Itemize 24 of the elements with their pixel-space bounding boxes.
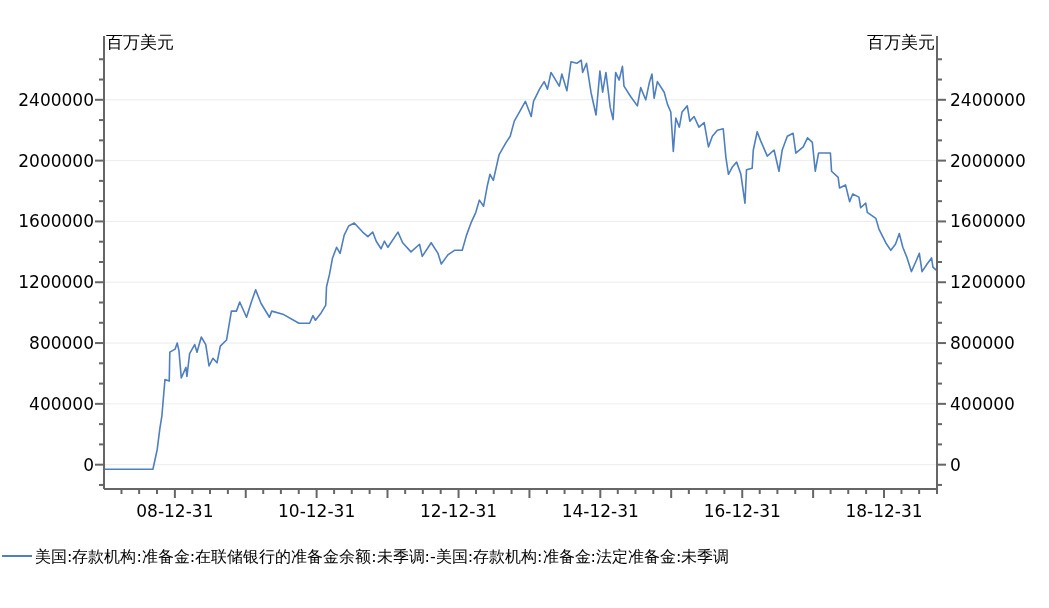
legend-label: 美国:存款机构:准备金:在联储银行的准备金余额:未季调:-美国:存款机构:准备金:法定准备金:未季调 [35, 546, 730, 566]
y2-tick-label: 400000 [950, 393, 1015, 414]
y-tick-label: 2400000 [18, 89, 94, 110]
x-tick-label: 08-12-31 [136, 501, 214, 521]
y-tick-label: 2000000 [18, 150, 94, 171]
x-tick-label: 18-12-31 [845, 501, 923, 521]
y-tick-label: 0 [83, 454, 94, 475]
x-tick-label: 12-12-31 [419, 501, 498, 521]
y2-axis-title: 百万美元 [867, 32, 935, 52]
x-tick-label: 16-12-31 [703, 501, 781, 521]
x-tick-label: 10-12-31 [278, 501, 356, 521]
y-axis-title: 百万美元 [106, 32, 174, 52]
line-series [103, 59, 938, 471]
y-tick-label: 1200000 [18, 272, 94, 293]
y2-tick-label: 1600000 [950, 211, 1026, 232]
y2-tick-label: 1200000 [950, 272, 1026, 293]
y2-tick-label: 0 [950, 454, 961, 475]
x-tick-label: 14-12-31 [561, 501, 639, 521]
y2-tick-label: 2000000 [950, 150, 1026, 171]
y-tick-label: 1600000 [18, 211, 94, 232]
y2-tick-label: 2400000 [950, 89, 1026, 110]
y-tick-label: 400000 [29, 393, 94, 414]
y-tick-label: 800000 [29, 333, 94, 354]
y2-tick-label: 800000 [950, 333, 1015, 354]
